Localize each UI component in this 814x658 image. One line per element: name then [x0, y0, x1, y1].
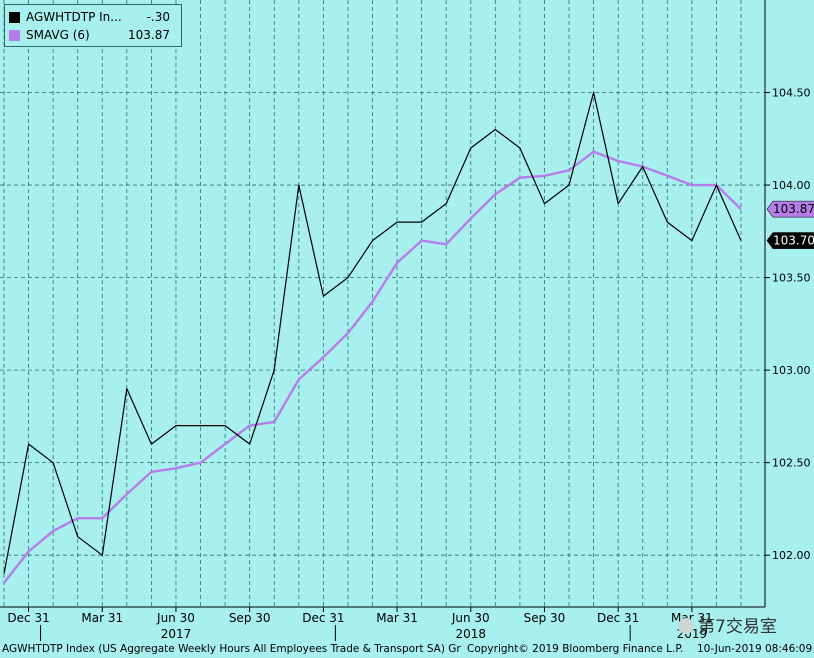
- x-tick-label: Dec 31: [597, 611, 639, 625]
- legend-label: AGWHTDTP In...: [26, 10, 122, 24]
- x-tick-label: Sep 30: [524, 611, 566, 625]
- y-tick-label: 104.00: [772, 179, 811, 192]
- x-tick-label: Dec 31: [302, 611, 344, 625]
- y-tick-label: 102.50: [772, 457, 811, 470]
- legend-value: 103.87: [128, 28, 170, 42]
- last-value-label: 103.87: [773, 202, 814, 216]
- x-tick-label: Jun 30: [451, 611, 490, 625]
- last-value-tag: [766, 232, 814, 249]
- footer-timestamp: 10-Jun-2019 08:46:09: [697, 643, 813, 655]
- series-line-index: [3, 91, 742, 574]
- y-tick-label: 102.00: [772, 549, 811, 562]
- series-line-smavg: [3, 150, 742, 584]
- y-tick-label: 103.50: [772, 272, 811, 285]
- year-label: 2017: [161, 627, 192, 641]
- year-label: 2018: [455, 627, 486, 641]
- x-tick-label: Dec 31: [7, 611, 49, 625]
- legend-swatch-icon: [9, 29, 20, 41]
- last-value-label: 103.70: [773, 234, 814, 248]
- watermark: 第7交易室: [678, 612, 777, 637]
- wechat-icon: [678, 618, 694, 634]
- legend-swatch-icon: [9, 11, 20, 23]
- x-tick-label: Sep 30: [229, 611, 271, 625]
- legend-item-smavg[interactable]: SMAVG (6) 103.87: [9, 27, 170, 43]
- last-value-tag: [766, 200, 814, 218]
- footer-copyright: Copyright© 2019 Bloomberg Finance L.P.: [467, 643, 684, 655]
- watermark-text: 第7交易室: [698, 617, 777, 637]
- y-tick-label: 103.00: [772, 364, 811, 377]
- x-tick-label: Mar 31: [81, 611, 123, 625]
- x-tick-label: Mar 31: [376, 611, 418, 625]
- x-tick-label: Jun 30: [156, 611, 195, 625]
- legend-item-index[interactable]: AGWHTDTP In... -.30: [9, 9, 170, 25]
- chart-legend: AGWHTDTP In... -.30 SMAVG (6) 103.87: [4, 4, 182, 47]
- y-tick-label: 104.50: [772, 87, 811, 100]
- legend-label: SMAVG (6): [26, 28, 90, 42]
- footer-description: AGWHTDTP Index (US Aggregate Weekly Hour…: [2, 643, 461, 655]
- legend-value: -.30: [146, 10, 170, 24]
